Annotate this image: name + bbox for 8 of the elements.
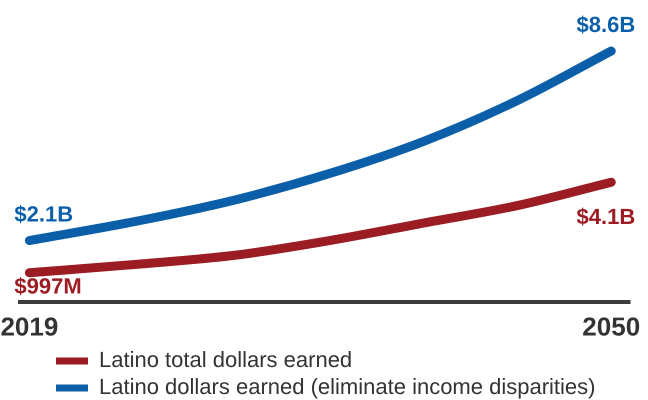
data-label: $8.6B (576, 12, 636, 37)
legend-label: Latino total dollars earned (99, 347, 352, 372)
data-label: $4.1B (576, 204, 636, 230)
legend-label: Latino dollars earned (eliminate income disparities) (99, 374, 596, 400)
data-label: $997M (14, 274, 82, 299)
x-tick-label: 2019 (0, 312, 58, 342)
data-label: $2.1B (14, 202, 74, 227)
x-tick-label: 2050 (582, 312, 640, 342)
